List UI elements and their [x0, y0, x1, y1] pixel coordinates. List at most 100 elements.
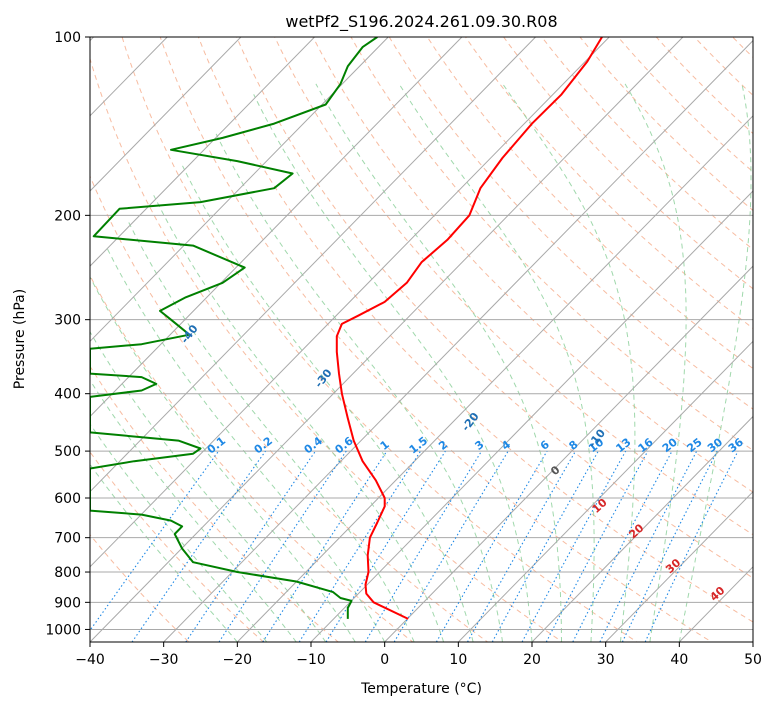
- isotherm-line: [457, 340, 753, 642]
- y-tick-label: 1000: [45, 622, 81, 638]
- dry-adiabat-line: [159, 37, 713, 642]
- moist-adiabat-label: 10: [590, 496, 610, 516]
- dry-adiabat-line: [655, 37, 753, 135]
- mixing-ratio-label: 2: [436, 438, 450, 453]
- isotherm-line: [752, 641, 753, 642]
- moist-adiabat-line: [315, 83, 562, 642]
- background-lines: [90, 24, 775, 654]
- dry-adiabat-line: [274, 37, 753, 536]
- mixing-ratio-label: 30: [705, 435, 725, 455]
- moist-adiabat-line: [90, 423, 268, 642]
- mixing-ratio-line: [545, 450, 649, 642]
- mixing-ratio-line: [521, 450, 627, 642]
- x-tick-label: 50: [744, 652, 762, 668]
- isotherm-line: [531, 415, 753, 642]
- mixing-ratio-line: [218, 450, 347, 642]
- mixing-ratio-line: [262, 450, 388, 642]
- mixing-ratio-line: [621, 450, 718, 642]
- x-tick-label: −30: [149, 652, 179, 668]
- isotherm-line: [90, 37, 389, 343]
- dry-adiabat-label: -50: [55, 274, 78, 298]
- mixing-ratio-label: 13: [613, 436, 633, 456]
- dry-adiabat-line: [236, 37, 753, 579]
- y-tick-label: 300: [54, 313, 81, 329]
- mixing-ratio-label: 36: [726, 435, 746, 455]
- mixing-ratio-line: [572, 450, 673, 642]
- dry-adiabat-line: [388, 37, 753, 410]
- y-tick-label: 800: [54, 565, 81, 581]
- moist-adiabat-line: [153, 195, 445, 642]
- dry-adiabat-line: [731, 37, 753, 59]
- isotherm-line: [90, 37, 315, 267]
- mixing-ratio-label: 0.1: [205, 434, 228, 456]
- y-tick-label: 500: [54, 444, 81, 460]
- x-tick-label: 30: [597, 652, 615, 668]
- mixing-ratio-label: 3: [472, 438, 486, 453]
- mixing-ratio-label: 0.4: [302, 434, 326, 456]
- isotherm-line: [90, 37, 610, 568]
- isotherm-line: [605, 490, 753, 642]
- dewpoint-profile: [90, 37, 378, 619]
- x-tick-label: 0: [380, 652, 389, 668]
- moist-adiabat-line: [398, 83, 595, 642]
- dry-adiabat-line: [90, 365, 340, 642]
- mixing-ratio-label: 1: [378, 438, 392, 453]
- data-series: [90, 37, 603, 620]
- moist-adiabat-line: [90, 463, 238, 642]
- mixing-ratio-label: 16: [636, 435, 656, 455]
- mixing-ratio-line: [467, 450, 577, 642]
- moist-adiabat-line: [253, 94, 533, 642]
- y-tick-label: 100: [54, 30, 81, 46]
- moist-adiabat-line: [90, 379, 297, 642]
- moist-adiabat-line: [127, 221, 415, 642]
- mixing-ratio-line: [185, 450, 316, 642]
- x-tick-label: −20: [223, 652, 253, 668]
- x-tick-label: 40: [670, 652, 688, 668]
- x-tick-label: 10: [449, 652, 467, 668]
- line-labels: 0.10.20.40.611.52346810131620253036-100-…: [55, 274, 746, 604]
- mixing-ratio-line: [298, 450, 422, 642]
- dry-adiabat-label: -30: [312, 366, 335, 390]
- mixing-ratio-line: [131, 450, 266, 642]
- dry-adiabat-label: -20: [459, 410, 482, 434]
- mixing-ratio-label: 8: [566, 438, 580, 453]
- y-tick-label: 900: [54, 595, 81, 611]
- dry-adiabat-line: [693, 37, 753, 97]
- y-axis-label: Pressure (hPa): [12, 289, 28, 389]
- mixing-ratio-label: 0.2: [252, 434, 275, 456]
- dry-adiabat-line: [757, 24, 775, 654]
- moist-adiabat-line: [624, 83, 687, 642]
- dry-adiabat-line: [121, 37, 638, 642]
- isotherm-line: [310, 190, 753, 642]
- dry-adiabat-line: [426, 37, 753, 370]
- x-axis-label: Temperature (°C): [360, 681, 482, 697]
- dry-adiabat-line: [350, 37, 753, 451]
- isotherm-line: [678, 566, 753, 642]
- moist-adiabat-line: [105, 245, 386, 642]
- mixing-ratio-line: [325, 450, 446, 642]
- dry-adiabat-line: [90, 274, 414, 642]
- temperature-profile: [335, 37, 603, 620]
- plot-frame: [89, 36, 754, 643]
- mixing-ratio-line: [599, 450, 698, 642]
- moist-adiabat-label: 40: [707, 584, 727, 604]
- dry-adiabat-line: [90, 175, 489, 642]
- moist-adiabat-line: [90, 276, 356, 642]
- dry-adiabat-line: [617, 37, 753, 173]
- moist-adiabat-line: [90, 330, 327, 642]
- mixing-ratio-line: [90, 450, 220, 632]
- x-tick-label: −40: [75, 652, 105, 668]
- y-tick-label: 700: [54, 531, 81, 547]
- dry-adiabat-line: [197, 37, 753, 623]
- mixing-ratio-line: [435, 450, 548, 642]
- mixing-ratio-line: [364, 450, 483, 642]
- mixing-ratio-line: [491, 450, 599, 642]
- chart-title: wetPf2_S196.2024.261.09.30.R08: [285, 12, 557, 32]
- x-tick-label: 20: [523, 652, 541, 668]
- mixing-ratio-label: 4: [499, 438, 513, 453]
- mixing-ratio-label: 1.5: [407, 434, 430, 456]
- axes: −40 −30 −20 −10 0 10 20 30 40 5010020030040050060…: [45, 30, 762, 668]
- isotherm-line: [90, 37, 536, 493]
- isotherm-line: [384, 265, 753, 642]
